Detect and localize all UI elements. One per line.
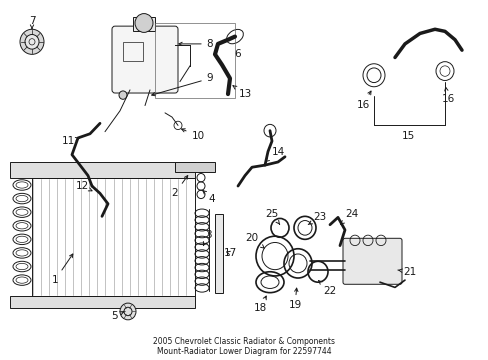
Bar	[10, 162, 195, 178]
Circle shape	[25, 35, 39, 49]
Text: 19: 19	[288, 288, 301, 310]
Bar	[155, 23, 235, 98]
Circle shape	[20, 29, 44, 54]
Text: 12: 12	[75, 181, 92, 191]
Bar	[133, 17, 155, 31]
Text: 2: 2	[171, 176, 187, 198]
Text: 6: 6	[234, 49, 241, 59]
Text: 10: 10	[181, 129, 204, 141]
Bar	[10, 296, 195, 308]
Bar	[175, 162, 215, 172]
Text: 17: 17	[223, 248, 236, 258]
FancyBboxPatch shape	[112, 26, 178, 93]
Text: 14: 14	[265, 147, 284, 161]
Text: 9: 9	[151, 73, 213, 96]
Text: 1: 1	[52, 254, 73, 285]
Text: 7: 7	[29, 16, 35, 29]
Text: 2005 Chevrolet Classic Radiator & Components
Mount-Radiator Lower Diagram for 22: 2005 Chevrolet Classic Radiator & Compon…	[153, 337, 335, 356]
Text: 3: 3	[203, 230, 211, 246]
Text: 16: 16	[441, 87, 454, 104]
FancyBboxPatch shape	[342, 238, 401, 284]
Text: 20: 20	[245, 233, 264, 248]
Text: 13: 13	[233, 86, 251, 99]
Text: 4: 4	[203, 191, 215, 204]
Bar	[32, 178, 195, 296]
Circle shape	[119, 91, 127, 99]
Circle shape	[120, 303, 136, 320]
Bar	[215, 214, 223, 293]
Text: 21: 21	[397, 267, 416, 277]
Text: 8: 8	[179, 39, 213, 49]
Text: 25: 25	[265, 209, 279, 224]
Text: 15: 15	[401, 131, 414, 141]
Text: 24: 24	[340, 209, 358, 224]
Text: 11: 11	[61, 136, 79, 146]
Text: 16: 16	[356, 91, 370, 109]
Bar	[123, 42, 142, 60]
Text: 23: 23	[307, 212, 326, 225]
Text: 18: 18	[253, 296, 266, 313]
Text: 5: 5	[111, 311, 123, 321]
Text: 22: 22	[318, 281, 336, 296]
Circle shape	[135, 14, 153, 32]
